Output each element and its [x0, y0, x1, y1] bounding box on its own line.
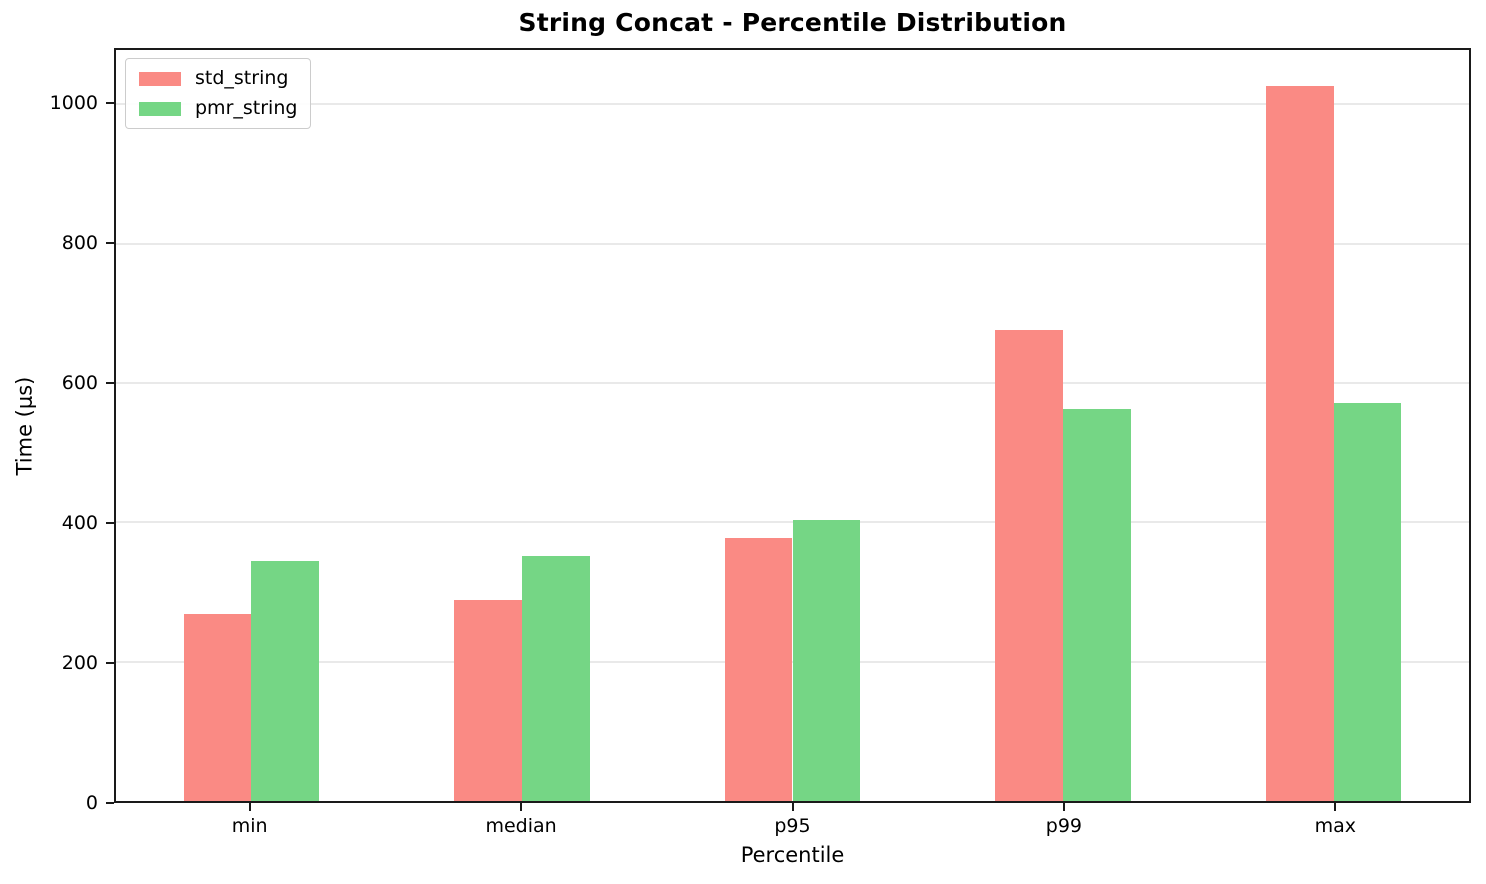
y-tick-label-600: 600	[61, 371, 98, 394]
x-tick-label-min: min	[231, 815, 268, 837]
y-tick-label-200: 200	[61, 651, 98, 674]
bar-std_string-median	[454, 600, 522, 801]
x-tick-mark-min	[248, 803, 251, 811]
y-tick-label-800: 800	[61, 231, 98, 254]
y-tick-mark-200	[106, 661, 114, 664]
bar-pmr_string-max	[1333, 403, 1402, 801]
x-tick-mark-median	[520, 803, 523, 811]
y-tick-mark-400	[106, 521, 114, 524]
bar-std_string-max	[1266, 85, 1334, 801]
gridline-600	[116, 382, 1469, 385]
bar-pmr_string-p95	[792, 519, 861, 801]
plot-area: std_string pmr_string	[114, 48, 1471, 803]
x-axis-ticks	[114, 801, 1471, 811]
x-tick-label-p99: p99	[1045, 815, 1083, 837]
y-tick-mark-600	[106, 381, 114, 384]
legend-swatch-std_string	[139, 71, 181, 86]
x-tick-label-p95: p95	[774, 815, 811, 837]
bar-std_string-min	[183, 614, 252, 801]
y-tick-label-400: 400	[61, 511, 98, 534]
gridline-800	[116, 242, 1469, 245]
bar-pmr_string-median	[521, 556, 590, 801]
y-axis: 0 200 400 600 800 1000	[0, 48, 114, 814]
gridline-1000	[116, 103, 1469, 106]
x-tick-mark-p95	[791, 803, 794, 811]
legend: std_string pmr_string	[125, 58, 312, 129]
x-tick-mark-p99	[1062, 803, 1065, 811]
bar-std_string-p95	[724, 537, 793, 801]
chart-title: String Concat - Percentile Distribution	[518, 8, 1067, 37]
y-tick-label-1000: 1000	[49, 91, 98, 114]
y-tick-mark-0	[106, 802, 114, 804]
x-axis-label: Percentile	[740, 843, 845, 867]
x-tick-mark-max	[1334, 803, 1337, 811]
legend-item-pmr_string: pmr_string	[139, 98, 297, 119]
bar-pmr_string-min	[251, 561, 319, 801]
legend-label-pmr_string: pmr_string	[195, 97, 298, 119]
bar-pmr_string-p99	[1063, 408, 1131, 801]
x-axis-tick-labels: min median p95 p99 max	[114, 814, 1471, 840]
y-tick-mark-800	[106, 241, 114, 244]
legend-label-std_string: std_string	[195, 67, 289, 89]
legend-swatch-pmr_string	[139, 101, 181, 116]
bar-std_string-p99	[995, 330, 1064, 801]
legend-item-std_string: std_string	[139, 68, 297, 89]
x-tick-label-max: max	[1314, 815, 1356, 837]
y-tick-mark-1000	[106, 101, 114, 104]
x-tick-label-median: median	[485, 815, 557, 837]
y-tick-label-0: 0	[85, 792, 98, 814]
